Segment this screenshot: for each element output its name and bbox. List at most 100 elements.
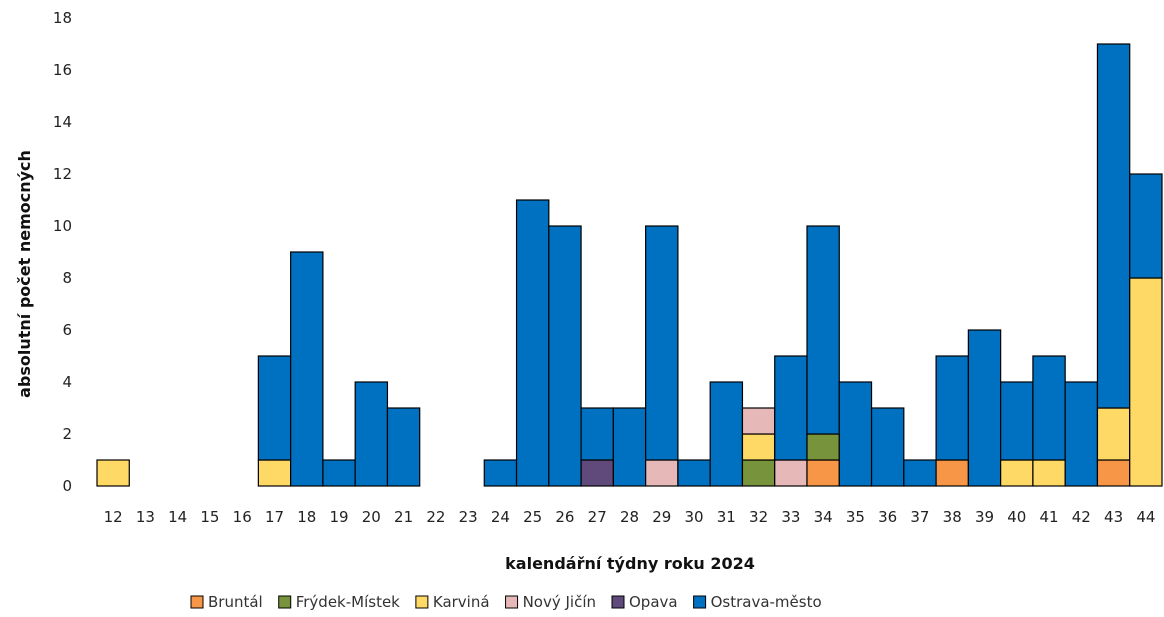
- bar-segment: [1096, 407, 1131, 461]
- x-axis-title: kalendářní týdny roku 2024: [505, 554, 755, 573]
- x-tick-label: 19: [330, 508, 349, 526]
- y-tick-label: 4: [62, 373, 72, 391]
- bar-segment: [935, 459, 969, 487]
- bar-segment: [1064, 381, 1099, 487]
- bar-segment: [1129, 277, 1163, 487]
- bar-segment: [774, 355, 808, 461]
- bar-segment: [903, 459, 937, 487]
- x-tick-label: 13: [136, 508, 155, 526]
- x-tick-label: 37: [910, 508, 929, 526]
- legend-label: Bruntál: [208, 593, 263, 611]
- bar-segment: [354, 381, 389, 487]
- x-tick-label: 22: [426, 508, 445, 526]
- bar-segment: [774, 459, 808, 487]
- legend: Bruntál Frýdek-Místek Karviná Nový Jičín Opa…: [190, 593, 822, 611]
- legend-swatch: [693, 595, 707, 609]
- legend-label: Karviná: [433, 593, 490, 611]
- x-tick-label: 28: [620, 508, 639, 526]
- x-tick-label: 14: [168, 508, 187, 526]
- legend-swatch: [611, 595, 625, 609]
- bar-segment: [257, 355, 292, 461]
- bar-segment: [257, 459, 292, 487]
- bar-segment: [580, 407, 614, 461]
- x-tick-label: 43: [1104, 508, 1123, 526]
- y-axis-ticks: 0 2 4 6 8 10 12 14 16 18: [53, 9, 72, 495]
- x-tick-label: 39: [975, 508, 994, 526]
- bar-segment: [838, 381, 873, 487]
- bar-segment: [1032, 459, 1066, 487]
- bar-segment: [935, 355, 969, 461]
- bar-segment: [515, 199, 550, 487]
- bar-segment: [677, 459, 711, 487]
- y-tick-label: 2: [62, 425, 72, 443]
- x-tick-label: 27: [588, 508, 607, 526]
- bar-segment: [612, 407, 647, 487]
- y-tick-label: 8: [62, 269, 72, 287]
- x-tick-label: 30: [685, 508, 704, 526]
- x-tick-label: 36: [878, 508, 897, 526]
- legend-label: Opava: [629, 593, 678, 611]
- y-tick-label: 18: [53, 9, 72, 27]
- x-tick-label: 35: [846, 508, 865, 526]
- bar-segment: [483, 459, 518, 487]
- bar-segment: [1129, 173, 1163, 279]
- bar-segment: [709, 381, 744, 487]
- y-axis-title: absolutní počet nemocných: [15, 150, 34, 398]
- x-tick-label: 41: [1040, 508, 1059, 526]
- bar-segment: [290, 251, 324, 487]
- bars: [96, 43, 1163, 487]
- x-tick-label: 33: [781, 508, 800, 526]
- x-tick-label: 12: [104, 508, 123, 526]
- bar-segment: [741, 459, 776, 487]
- x-tick-label: 38: [943, 508, 962, 526]
- x-tick-label: 24: [491, 508, 510, 526]
- y-tick-label: 14: [53, 113, 72, 131]
- bar-segment: [1096, 43, 1131, 409]
- y-tick-label: 10: [53, 217, 72, 235]
- bar-segment: [967, 329, 1002, 487]
- legend-swatch: [278, 595, 292, 609]
- y-tick-label: 16: [53, 61, 72, 79]
- legend-label: Ostrava-město: [711, 593, 822, 611]
- bar-segment: [1000, 459, 1034, 487]
- legend-swatch: [505, 595, 519, 609]
- y-tick-label: 0: [62, 477, 72, 495]
- bar-segment: [580, 459, 614, 487]
- bar-segment: [806, 225, 840, 435]
- bar-segment: [386, 407, 421, 487]
- legend-label: Frýdek-Místek: [296, 593, 400, 611]
- x-tick-label: 34: [814, 508, 833, 526]
- x-tick-label: 32: [749, 508, 768, 526]
- y-tick-label: 6: [62, 321, 72, 339]
- x-tick-label: 25: [523, 508, 542, 526]
- bar-segment: [1000, 381, 1034, 461]
- bar-segment: [322, 459, 356, 487]
- x-tick-label: 21: [394, 508, 413, 526]
- bar-segment: [645, 225, 679, 461]
- legend-swatch: [415, 595, 429, 609]
- bar-segment: [806, 433, 840, 461]
- bar-segment: [96, 459, 130, 487]
- x-tick-label: 20: [362, 508, 381, 526]
- x-tick-label: 44: [1136, 508, 1155, 526]
- x-tick-label: 42: [1072, 508, 1091, 526]
- x-tick-label: 40: [1007, 508, 1026, 526]
- bar-segment: [870, 407, 905, 487]
- bar-segment: [806, 459, 840, 487]
- x-tick-label: 29: [652, 508, 671, 526]
- bar-segment: [1032, 355, 1066, 461]
- x-axis-ticks: 12 13 14 15 16 17 18 19 20 21 22 23 24 25 26 27 28 29 30 31…: [104, 508, 1156, 526]
- x-tick-label: 16: [233, 508, 252, 526]
- bar-segment: [1096, 459, 1131, 487]
- legend-swatch: [190, 595, 204, 609]
- y-tick-label: 12: [53, 165, 72, 183]
- x-tick-label: 18: [297, 508, 316, 526]
- x-tick-label: 17: [265, 508, 284, 526]
- bar-segment: [741, 433, 776, 461]
- bar-segment: [741, 407, 776, 435]
- bar-segment: [548, 225, 582, 487]
- legend-label: Nový Jičín: [523, 593, 596, 611]
- x-tick-label: 26: [555, 508, 574, 526]
